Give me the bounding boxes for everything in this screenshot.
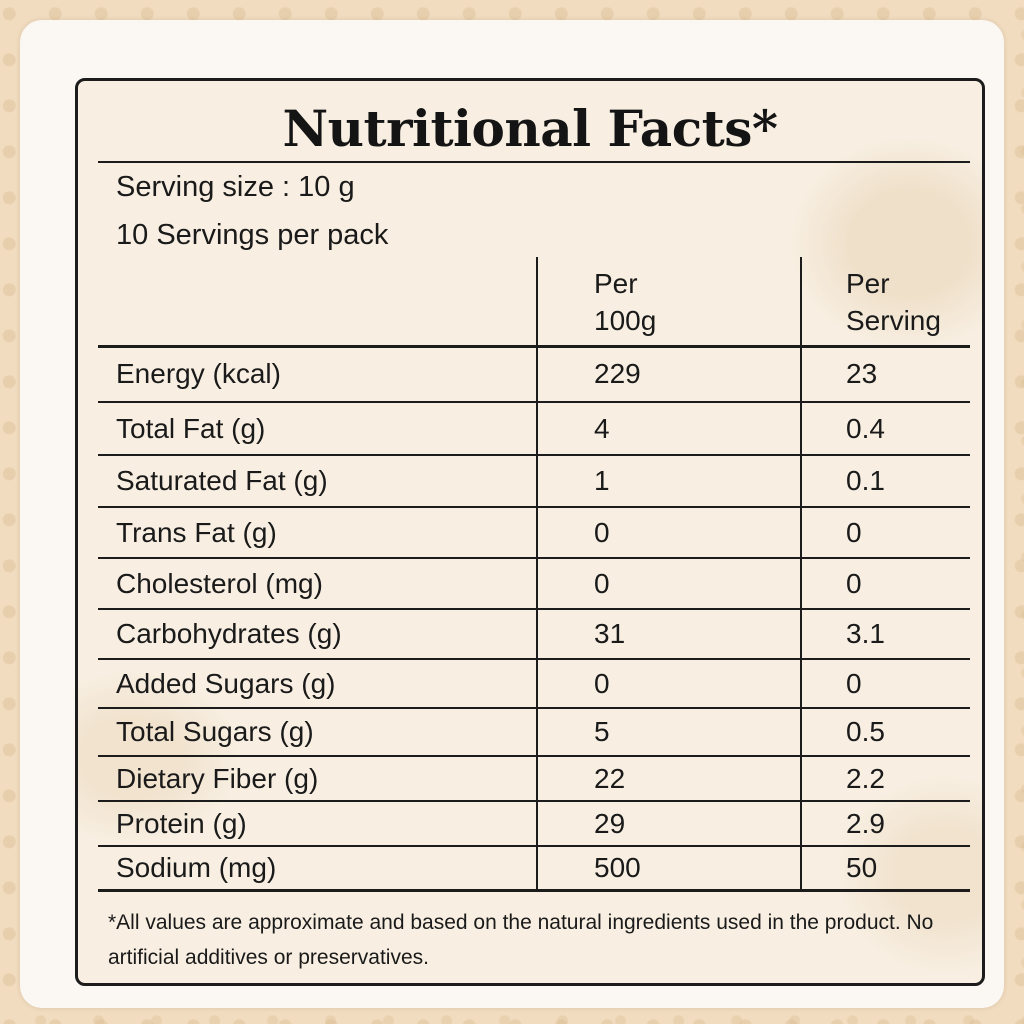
value-per-100g: 1 [536, 455, 801, 507]
value-per-100g: 229 [536, 346, 801, 402]
table-row: Saturated Fat (g) 1 0.1 [98, 455, 970, 507]
header-per-serving-line2: Serving [846, 304, 941, 336]
title-divider [98, 161, 970, 163]
table-row: Cholesterol (mg) 0 0 [98, 558, 970, 609]
table-row: Carbohydrates (g) 31 3.1 [98, 609, 970, 659]
value-per-serving: 0.1 [800, 455, 970, 507]
value-per-100g: 500 [536, 846, 801, 890]
value-per-serving: 2.9 [800, 801, 970, 846]
nutrient-name: Total Fat (g) [116, 412, 266, 444]
table-row: Total Sugars (g) 5 0.5 [98, 708, 970, 756]
value-per-serving: 0.5 [800, 708, 970, 756]
nutrient-name: Saturated Fat (g) [116, 465, 328, 496]
value-per-serving: 0 [800, 558, 970, 609]
header-per-serving-line1: Per [846, 268, 890, 300]
value-per-serving: 23 [800, 346, 970, 402]
nutrient-name: Added Sugars (g) [116, 667, 336, 699]
table-row: Sodium (mg) 500 50 [98, 846, 970, 890]
value-per-100g: 0 [536, 507, 801, 558]
value-per-serving: 50 [800, 846, 970, 890]
nutrient-name: Trans Fat (g) [116, 516, 277, 548]
table-row: Total Fat (g) 4 0.4 [98, 402, 970, 455]
table-row: Trans Fat (g) 0 0 [98, 507, 970, 558]
header-per-100g: Per 100g [536, 257, 801, 348]
value-per-serving: 0.4 [800, 402, 970, 455]
nutrient-name: Sodium (mg) [116, 851, 277, 883]
label-title: Nutritional Facts* [282, 99, 778, 158]
value-per-100g: 29 [536, 801, 801, 846]
table-row: Dietary Fiber (g) 22 2.2 [98, 756, 970, 801]
value-per-100g: 22 [536, 756, 801, 801]
value-per-serving: 0 [800, 659, 970, 708]
header-empty-cell [98, 257, 537, 348]
nutrient-name: Total Sugars (g) [116, 716, 314, 747]
value-per-serving: 0 [800, 507, 970, 558]
value-per-100g: 0 [536, 558, 801, 609]
card: Nutritional Facts* Serving size : 10 g 1… [20, 20, 1004, 1008]
value-per-100g: 4 [536, 402, 801, 455]
header-per-100g-line2: 100g [594, 304, 657, 336]
header-per-serving: Per Serving [800, 257, 970, 348]
table-row: Energy (kcal) 229 23 [98, 346, 970, 402]
value-per-100g: 0 [536, 659, 801, 708]
servings-per-pack: 10 Servings per pack [116, 219, 389, 251]
nutrient-name: Energy (kcal) [116, 358, 281, 390]
nutrition-table: Per 100g Per Serving Energy (kcal) 229 2… [98, 257, 970, 892]
table-row: Added Sugars (g) 0 0 [98, 659, 970, 708]
value-per-serving: 3.1 [800, 609, 970, 659]
table-header-row: Per 100g Per Serving [98, 257, 970, 348]
table-row: Protein (g) 29 2.9 [98, 801, 970, 846]
nutrient-name: Protein (g) [116, 807, 247, 839]
nutrient-name: Cholesterol (mg) [116, 567, 323, 599]
value-per-100g: 5 [536, 708, 801, 756]
nutrition-label: Nutritional Facts* Serving size : 10 g 1… [75, 78, 985, 986]
value-per-serving: 2.2 [800, 756, 970, 801]
serving-size: Serving size : 10 g [116, 171, 355, 203]
nutrient-name: Dietary Fiber (g) [116, 762, 319, 794]
header-per-100g-line1: Per [594, 268, 638, 300]
footnote: *All values are approximate and based on… [108, 911, 934, 969]
value-per-100g: 31 [536, 609, 801, 659]
nutrient-name: Carbohydrates (g) [116, 618, 342, 649]
